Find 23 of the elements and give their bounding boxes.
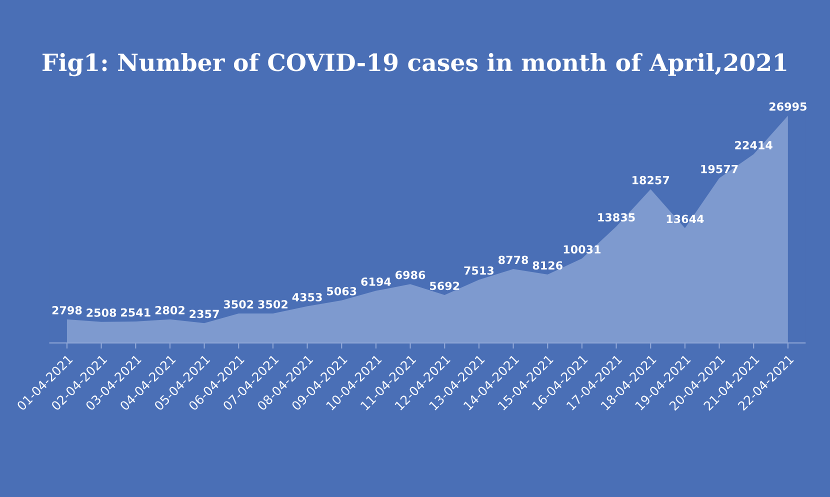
data-label: 19577: [701, 164, 738, 174]
chart-title: Fig1: Number of COVID-19 cases in month of April,2021: [42, 53, 786, 76]
data-label: 18257: [632, 176, 670, 184]
data-label: 2798: [52, 306, 82, 314]
data-label: 2541: [121, 308, 150, 317]
data-label: 3502: [258, 300, 288, 309]
data-label: 3502: [224, 300, 254, 309]
data-label: 4353: [292, 292, 322, 302]
data-label: 13644: [666, 214, 704, 224]
data-label: 26995: [769, 102, 806, 111]
data-label: 10031: [564, 245, 601, 254]
data-label: 6986: [396, 270, 426, 280]
data-label: 8126: [532, 261, 562, 270]
data-label: 7513: [464, 266, 494, 275]
data-label: 8778: [498, 256, 528, 264]
data-label: 6194: [361, 277, 391, 286]
data-label: 5692: [430, 282, 460, 290]
data-label: 5063: [327, 286, 356, 296]
data-label: 22414: [735, 140, 772, 150]
data-label: 2508: [86, 308, 116, 317]
data-label: 2802: [155, 306, 184, 314]
data-label: 13835: [598, 213, 635, 222]
data-label: 2357: [190, 310, 219, 318]
